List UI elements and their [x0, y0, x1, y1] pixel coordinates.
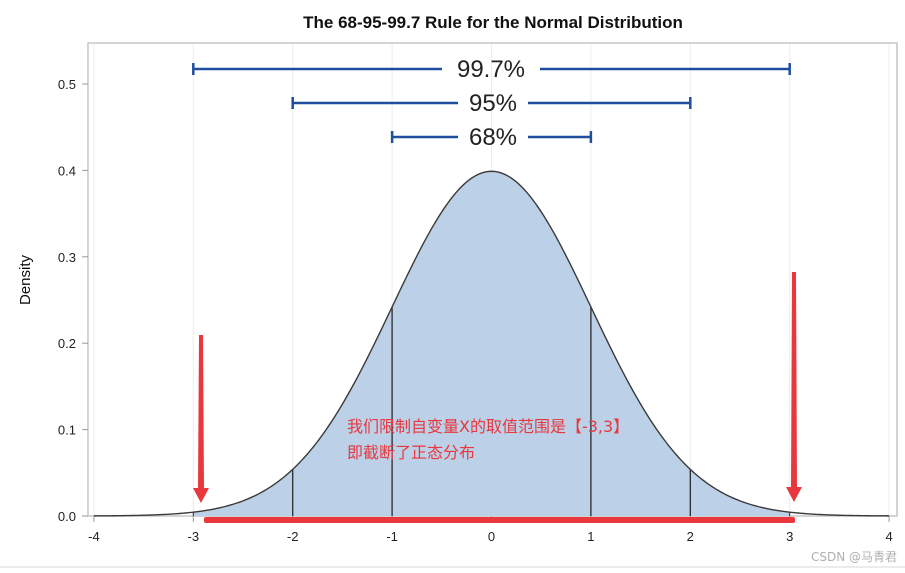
shaded-area	[193, 171, 790, 516]
interval-label: 95%	[469, 90, 517, 117]
y-axis-label: Density	[17, 254, 34, 305]
interval-99-7pct: 99.7%	[192, 56, 791, 83]
watermark: CSDN @马青君	[811, 550, 897, 564]
x-tick-label: -1	[386, 529, 398, 544]
right-arrow-icon	[786, 272, 802, 502]
y-tick-label: 0.1	[58, 423, 76, 438]
chart-title: The 68-95-99.7 Rule for the Normal Distr…	[303, 13, 683, 32]
x-tick-label: 4	[885, 529, 892, 544]
interval-label: 99.7%	[457, 56, 525, 83]
density-curve	[93, 170, 890, 517]
interval-label: 68%	[469, 124, 517, 151]
interval-68pct: 68%	[390, 124, 593, 151]
x-tick-label: -4	[88, 529, 100, 544]
x-axis: -4 -3 -2 -1 0 1 2 3 4	[88, 516, 893, 544]
x-tick-label: 3	[786, 529, 793, 544]
y-tick-label: 0.4	[58, 163, 76, 178]
interval-95pct: 95%	[291, 90, 692, 117]
y-tick-label: 0.2	[58, 336, 76, 351]
x-tick-label: 2	[687, 529, 694, 544]
x-tick-label: 0	[488, 529, 495, 544]
x-tick-label: -2	[287, 529, 299, 544]
annotation-line-1: 我们限制自变量X的取值范围是【-3,3】	[347, 417, 629, 436]
left-arrow-icon	[193, 335, 209, 503]
y-axis: 0.0 0.1 0.2 0.3 0.4 0.5	[58, 77, 88, 524]
y-tick-label: 0.3	[58, 250, 76, 265]
red-arrows	[193, 272, 802, 503]
x-tick-label: 1	[587, 529, 594, 544]
y-tick-label: 0.0	[58, 509, 76, 524]
truncation-range-bar	[204, 517, 795, 523]
x-tick-label: -3	[188, 529, 200, 544]
annotation-line-2: 即截断了正态分布	[347, 443, 475, 462]
reference-lines	[192, 306, 791, 516]
interval-brackets: 99.7% 95% 68%	[192, 56, 791, 151]
y-tick-label: 0.5	[58, 77, 76, 92]
annotation-text: 我们限制自变量X的取值范围是【-3,3】 即截断了正态分布	[347, 417, 629, 462]
